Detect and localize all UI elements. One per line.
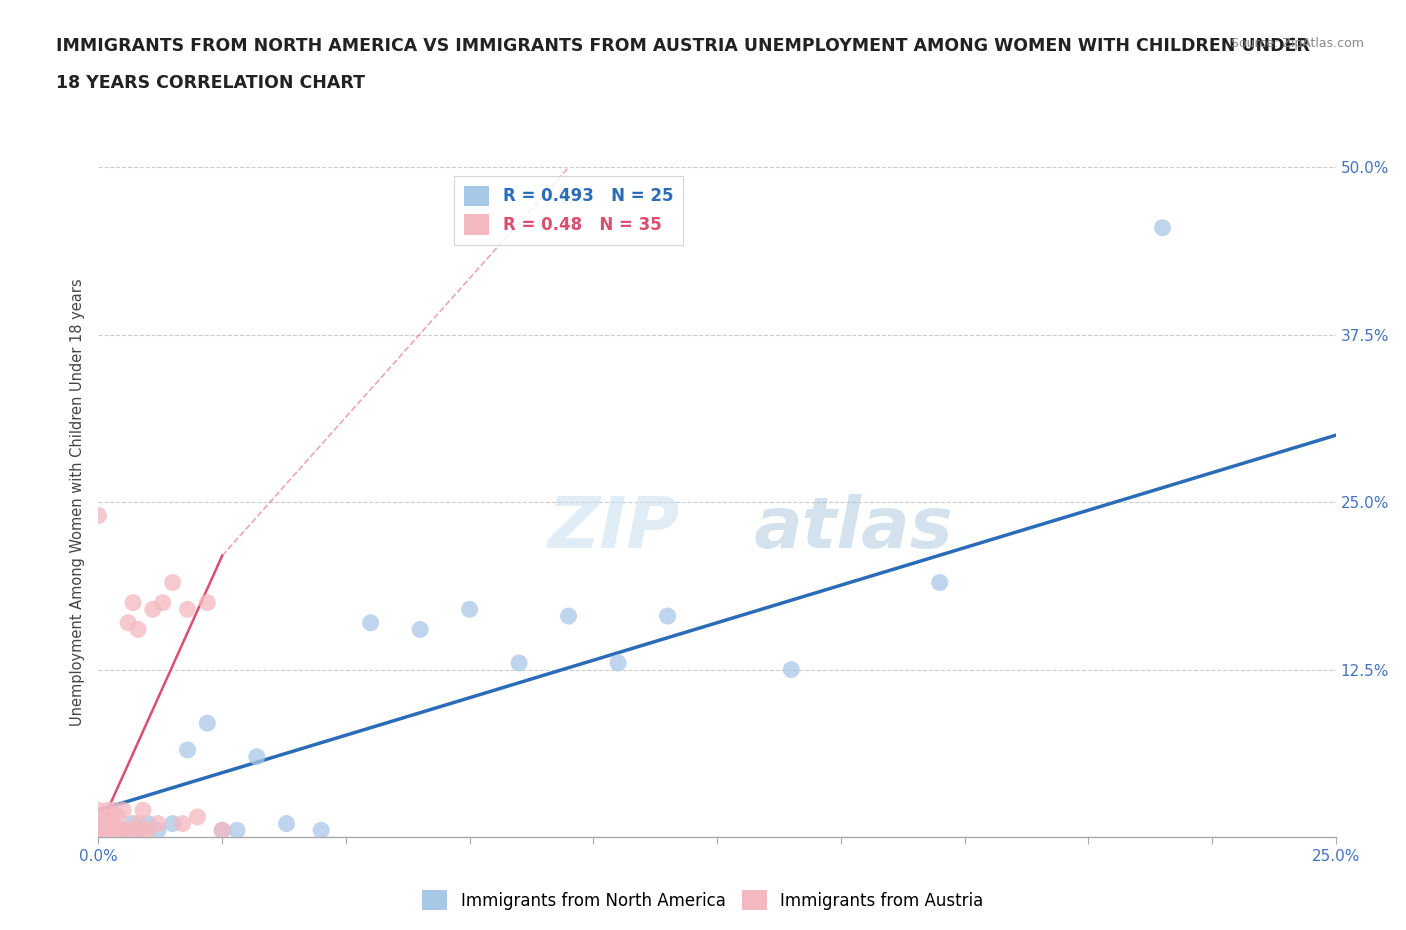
Point xyxy=(409,622,432,637)
Point xyxy=(195,595,218,610)
Point xyxy=(122,817,145,831)
Point xyxy=(97,823,120,838)
Point xyxy=(172,817,194,831)
Point xyxy=(508,656,530,671)
Point xyxy=(276,817,298,831)
Point xyxy=(132,823,155,838)
Y-axis label: Unemployment Among Women with Children Under 18 years: Unemployment Among Women with Children U… xyxy=(70,278,86,726)
Point xyxy=(97,809,120,824)
Point xyxy=(132,803,155,817)
Point xyxy=(146,823,169,838)
Point xyxy=(127,817,149,831)
Point xyxy=(103,823,125,838)
Point xyxy=(607,656,630,671)
Point xyxy=(117,616,139,631)
Text: ZIP: ZIP xyxy=(548,495,681,564)
Point xyxy=(97,803,120,817)
Point xyxy=(107,809,129,824)
Point xyxy=(122,823,145,838)
Point xyxy=(107,823,129,838)
Legend: Immigrants from North America, Immigrants from Austria: Immigrants from North America, Immigrant… xyxy=(416,884,990,917)
Point xyxy=(226,823,249,838)
Point xyxy=(211,823,233,838)
Point xyxy=(136,817,159,831)
Point xyxy=(928,575,950,590)
Point xyxy=(112,803,135,817)
Point xyxy=(112,823,135,838)
Point xyxy=(93,823,115,838)
Point xyxy=(246,750,269,764)
Point xyxy=(136,823,159,838)
Point xyxy=(122,595,145,610)
Point xyxy=(103,817,125,831)
Point xyxy=(87,809,110,824)
Point xyxy=(87,803,110,817)
Point xyxy=(186,809,208,824)
Point xyxy=(176,742,198,757)
Text: atlas: atlas xyxy=(754,495,953,564)
Text: 18 YEARS CORRELATION CHART: 18 YEARS CORRELATION CHART xyxy=(56,74,366,92)
Legend: R = 0.493   N = 25, R = 0.48   N = 35: R = 0.493 N = 25, R = 0.48 N = 35 xyxy=(454,176,683,245)
Text: IMMIGRANTS FROM NORTH AMERICA VS IMMIGRANTS FROM AUSTRIA UNEMPLOYMENT AMONG WOME: IMMIGRANTS FROM NORTH AMERICA VS IMMIGRA… xyxy=(56,37,1310,55)
Point xyxy=(176,602,198,617)
Point xyxy=(127,622,149,637)
Text: Source: ZipAtlas.com: Source: ZipAtlas.com xyxy=(1230,37,1364,50)
Point xyxy=(112,823,135,838)
Point xyxy=(1152,220,1174,235)
Point xyxy=(87,823,110,838)
Point xyxy=(103,817,125,831)
Point xyxy=(309,823,332,838)
Point xyxy=(146,817,169,831)
Point xyxy=(211,823,233,838)
Point xyxy=(87,817,110,831)
Point xyxy=(152,595,174,610)
Point xyxy=(93,823,115,838)
Point xyxy=(360,616,382,631)
Point xyxy=(117,823,139,838)
Point xyxy=(93,817,115,831)
Point xyxy=(162,817,184,831)
Point xyxy=(127,823,149,838)
Point xyxy=(142,602,165,617)
Point xyxy=(657,608,679,623)
Point xyxy=(103,803,125,817)
Point xyxy=(557,608,579,623)
Point xyxy=(195,716,218,731)
Point xyxy=(162,575,184,590)
Point xyxy=(780,662,803,677)
Point xyxy=(87,508,110,523)
Point xyxy=(458,602,481,617)
